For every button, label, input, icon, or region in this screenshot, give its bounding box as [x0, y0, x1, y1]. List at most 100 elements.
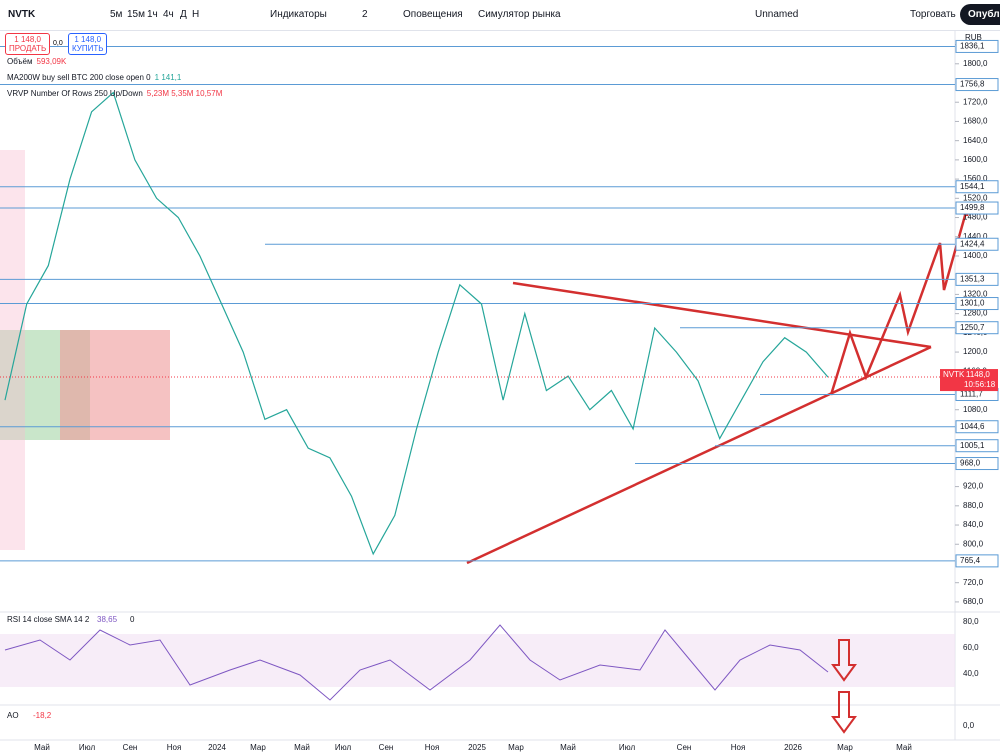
y-tick-label: 1800,0	[963, 59, 988, 68]
x-tick-label: Май	[34, 743, 50, 752]
replay[interactable]: Симулятор рынка	[478, 9, 561, 20]
level-label: 1544,1	[960, 182, 985, 191]
ao-value: -18,2	[33, 711, 52, 720]
x-tick-label: Май	[896, 743, 912, 752]
buy-label: КУПИТЬ	[72, 44, 104, 53]
y-tick-label: 1080,0	[963, 405, 988, 414]
y-tick-label: 1600,0	[963, 155, 988, 164]
y-tick-label: 1280,0	[963, 309, 988, 318]
y-tick-label: 840,0	[963, 520, 984, 529]
last-symbol: NVTK	[943, 370, 965, 379]
level-tag	[955, 297, 999, 311]
y-tick-label: 1320,0	[963, 290, 988, 299]
rsi-title: RSI 14 close SMA 14 2	[7, 615, 90, 624]
legend-name: VRVP Number Of Rows 250 Up/Down	[7, 89, 143, 98]
rsi-band	[0, 634, 955, 687]
rsi-value: 38,65	[97, 615, 118, 624]
layout-name[interactable]: Unnamed	[755, 9, 799, 20]
interval[interactable]: Д	[180, 9, 187, 20]
volume-profile	[0, 150, 170, 550]
trade[interactable]: Торговать	[910, 9, 956, 20]
x-tick-label: Сен	[123, 743, 138, 752]
y-tick-label: 1560,0	[963, 174, 988, 183]
level-tag	[955, 78, 999, 92]
toolbar: NVTK 5м 15м 1ч 4ч Д Н Индикаторы 2 Оповещения Симу…	[0, 0, 1000, 31]
legend-value: 593,09K	[36, 57, 67, 66]
x-tick-label: Мар	[508, 743, 524, 752]
x-tick-label: Ноя	[425, 743, 440, 752]
alerts[interactable]: Оповещения	[403, 9, 463, 20]
ao-title: AO	[7, 711, 19, 720]
level-label: 1250,7	[960, 323, 985, 332]
rsi-tick: 80,0	[963, 617, 979, 626]
x-tick-label: Май	[560, 743, 576, 752]
x-tick-label: 2025	[468, 743, 486, 752]
legend-value: 5,23M 5,35M 10,57M	[146, 89, 223, 98]
y-tick-label: 1640,0	[963, 136, 988, 145]
last-tag	[940, 369, 998, 392]
legend-value: 1 141,1	[154, 73, 182, 82]
x-tick-label: Июл	[619, 743, 636, 752]
rsi-extra: 0	[130, 615, 135, 624]
level-label: 1756,8	[960, 80, 985, 89]
level-label: 1044,6	[960, 422, 985, 431]
level-tag	[955, 457, 999, 471]
level-tag	[955, 321, 999, 335]
rsi-tick: 40,0	[963, 669, 979, 678]
x-tick-label: Июл	[79, 743, 96, 752]
countdown: 10:56:18	[964, 380, 996, 389]
level-label: 1351,3	[960, 274, 985, 283]
level-tag	[955, 237, 999, 251]
x-tick-label: Ноя	[731, 743, 746, 752]
level-tag	[955, 180, 999, 194]
y-tick-label: 1200,0	[963, 347, 988, 356]
sell-price: 1 148,0	[14, 35, 41, 44]
x-tick-label: Мар	[250, 743, 266, 752]
y-tick-label: 1440,0	[963, 232, 988, 241]
y-tick-label: 1400,0	[963, 251, 988, 260]
y-tick-label: 720,0	[963, 578, 984, 587]
level-label: 1424,4	[960, 239, 985, 248]
layouts[interactable]: 2	[362, 9, 368, 20]
interval[interactable]: 5м	[110, 9, 123, 20]
rsi-line	[4, 624, 829, 701]
y-tick-label: 1520,0	[963, 193, 988, 202]
ao-tick: 0,0	[963, 721, 975, 730]
x-tick-label: Сен	[379, 743, 394, 752]
y-tick-label: 880,0	[963, 501, 984, 510]
x-tick-label: 2026	[784, 743, 802, 752]
level-label: 1836,1	[960, 42, 985, 51]
level-label: 765,4	[960, 556, 981, 565]
spread: 0,0	[53, 40, 63, 47]
level-tag	[955, 420, 999, 434]
level-label: 1005,1	[960, 441, 985, 450]
level-label: 1499,8	[960, 203, 985, 212]
buy-button[interactable]: 1 148,0 КУПИТЬ	[68, 33, 108, 55]
level-tag	[955, 439, 999, 453]
legend-name: MA200W buy sell BTC 200 close open 0	[7, 73, 151, 82]
y-tick-label: 1720,0	[963, 97, 988, 106]
indicators[interactable]: Индикаторы	[270, 9, 327, 20]
level-tag	[955, 272, 999, 286]
y-tick-label: 1680,0	[963, 117, 988, 126]
level-label: 968,0	[960, 459, 981, 468]
y-tick-label: 800,0	[963, 539, 984, 548]
level-label: 1111,7	[960, 390, 983, 399]
buy-price: 1 148,0	[74, 35, 102, 44]
interval[interactable]: 15м	[127, 9, 145, 20]
interval[interactable]: 4ч	[163, 9, 174, 20]
legend-row: VRVP Number Of Rows 250 Up/Down 5,23M 5,3…	[7, 89, 222, 98]
y-tick-label: 680,0	[963, 597, 984, 606]
sell-button[interactable]: 1 148,0 ПРОДАТЬ	[5, 33, 51, 55]
rsi-tick: 60,0	[963, 643, 979, 652]
publish[interactable]: Опубликовать	[960, 4, 1000, 25]
x-tick-label: Май	[294, 743, 310, 752]
x-tick-label: Сен	[677, 743, 692, 752]
symbol[interactable]: NVTK	[8, 9, 36, 20]
legend-name: Объём	[7, 57, 33, 66]
level-tag	[955, 39, 999, 53]
interval[interactable]: Н	[192, 9, 200, 20]
x-tick-label: Мар	[837, 743, 853, 752]
interval[interactable]: 1ч	[147, 9, 158, 20]
